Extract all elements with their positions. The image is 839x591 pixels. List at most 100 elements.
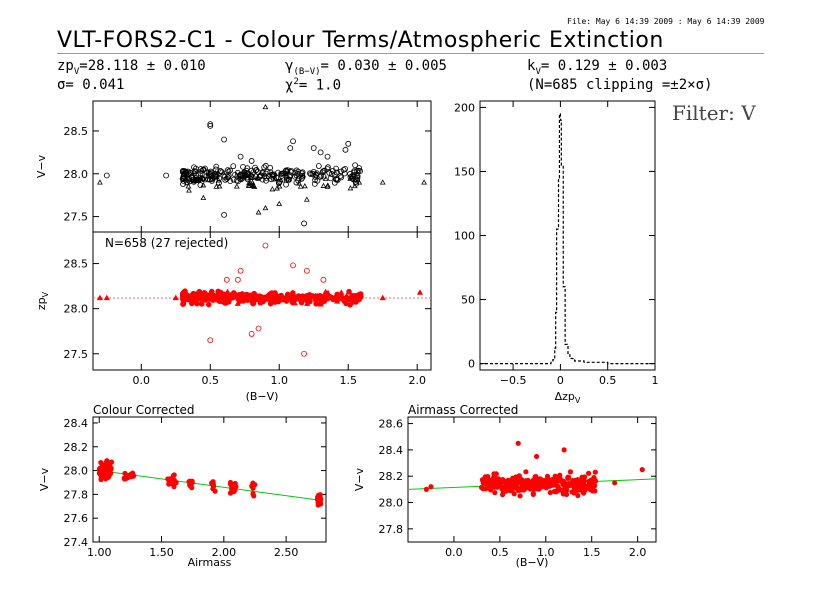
raw-colour-point xyxy=(180,173,187,180)
raw-colour-point xyxy=(263,177,269,184)
zp-colour-point xyxy=(329,295,336,301)
airmass-corrected-point xyxy=(517,493,523,499)
airmass-corrected-xtick-label: 0.5 xyxy=(491,546,509,559)
airmass-corrected-ytick-label: 28.6 xyxy=(379,418,404,431)
zp-colour-point xyxy=(257,298,263,305)
colour-corrected-point xyxy=(128,474,135,480)
raw-colour-point xyxy=(230,163,237,170)
histogram-frame xyxy=(479,100,656,371)
raw-colour-point xyxy=(225,168,232,175)
airmass-corrected-point xyxy=(552,473,558,479)
airmass-corrected-point xyxy=(511,480,517,486)
colour-corrected-point xyxy=(99,468,105,474)
zp-colour-point xyxy=(240,298,246,304)
colour-corrected-ytick-label: 28.4 xyxy=(64,417,89,430)
raw-colour-point xyxy=(313,172,319,179)
histogram-xtick-label: 1 xyxy=(652,374,659,387)
raw-colour-point xyxy=(276,200,283,206)
colour-corrected-point xyxy=(103,476,109,482)
raw-colour-point xyxy=(352,162,359,169)
zp-colour-point xyxy=(338,289,345,295)
raw-colour-point xyxy=(195,177,202,183)
raw-colour-point xyxy=(269,186,276,192)
raw-colour-point xyxy=(303,196,310,202)
raw-colour-point xyxy=(338,174,345,181)
airmass-corrected-xtick-label: 0.0 xyxy=(445,546,463,559)
airmass-corrected-point xyxy=(612,480,618,486)
airmass-corrected-point xyxy=(518,476,525,483)
zp-colour-point xyxy=(215,292,221,299)
raw-colour-point xyxy=(200,167,206,174)
raw-colour-point xyxy=(219,169,226,176)
zp-colour-point xyxy=(317,293,324,300)
raw-colour-point xyxy=(283,181,289,188)
raw-colour-point xyxy=(208,172,215,179)
raw-colour-point xyxy=(262,103,269,110)
airmass-corrected-point xyxy=(530,491,536,498)
raw-colour-point xyxy=(212,166,219,173)
zp-colour-point xyxy=(350,299,357,305)
raw-colour-point xyxy=(320,182,327,188)
raw-colour-point xyxy=(342,146,349,153)
zp-colour-xtick-label: 0.0 xyxy=(133,374,151,387)
zp-colour-ytick-label: 28.5 xyxy=(64,258,89,271)
colour-corrected-point xyxy=(122,470,128,477)
raw-colour-point xyxy=(207,121,214,128)
zp-rejected-point xyxy=(320,276,327,283)
zp-colour-point xyxy=(335,294,341,301)
zp-rejected-point xyxy=(290,262,296,269)
colour-corrected-xlabel: Airmass xyxy=(188,556,232,569)
raw-colour-point xyxy=(248,158,255,164)
raw-colour-point xyxy=(299,170,305,177)
raw-colour-point xyxy=(292,173,298,180)
colour-corrected-point xyxy=(171,484,177,490)
airmass-corrected-xtick-label: 1.5 xyxy=(583,546,601,559)
zp-colour-point xyxy=(334,298,341,304)
raw-colour-point xyxy=(244,176,251,183)
airmass-corrected-frame xyxy=(407,416,657,543)
colour-corrected-ytick-label: 27.6 xyxy=(64,512,89,525)
raw-colour-point xyxy=(233,183,240,189)
zp-colour-point xyxy=(284,295,290,302)
zp-colour-point xyxy=(103,294,110,301)
raw-colour-ytick-label: 27.5 xyxy=(64,211,89,224)
raw-colour-point xyxy=(207,122,214,129)
raw-colour-point xyxy=(282,170,289,177)
airmass-corrected-point xyxy=(588,484,595,490)
raw-colour-point xyxy=(337,168,344,175)
zp-colour-xlabel: (B−V) xyxy=(246,390,279,403)
raw-colour-point xyxy=(320,173,327,180)
zp-colour-point xyxy=(234,300,241,306)
airmass-corrected-point xyxy=(586,470,592,476)
zp-colour-xtick-label: 2.0 xyxy=(408,374,426,387)
airmass-corrected-point xyxy=(577,481,583,487)
zp-colour-point xyxy=(297,296,304,302)
zp-colour-point xyxy=(172,294,179,301)
zp-rejected-point xyxy=(237,267,244,274)
raw-colour-ytick-label: 28.0 xyxy=(64,168,89,181)
gamma-stat: γ(B−V)= 0.030 ± 0.005 xyxy=(285,58,447,77)
raw-colour-point xyxy=(227,167,233,174)
raw-colour-point xyxy=(200,194,207,200)
raw-colour-point xyxy=(295,175,302,182)
file-info: File: May 6 14:39 2009 : May 6 14:39 200… xyxy=(567,17,765,26)
raw-colour-point xyxy=(273,174,280,181)
zp-colour-point xyxy=(272,299,278,305)
raw-colour-point xyxy=(287,145,294,151)
raw-colour-point xyxy=(322,175,329,181)
raw-colour-point xyxy=(221,136,227,143)
colour-corrected-point xyxy=(251,493,257,499)
airmass-corrected-point xyxy=(543,480,549,486)
colour-corrected-point xyxy=(171,477,177,483)
airmass-corrected-xtick-label: 1.0 xyxy=(537,546,555,559)
histogram-ytick-label: 100 xyxy=(454,230,475,243)
raw-colour-point xyxy=(184,179,190,186)
airmass-corrected-point xyxy=(550,482,557,488)
colour-corrected-xtick-label: 2.00 xyxy=(212,546,237,559)
airmass-corrected-point xyxy=(523,469,529,475)
airmass-corrected-point xyxy=(511,491,517,497)
raw-colour-point xyxy=(290,138,296,145)
raw-colour-point xyxy=(356,165,363,171)
airmass-corrected-point xyxy=(529,485,535,491)
